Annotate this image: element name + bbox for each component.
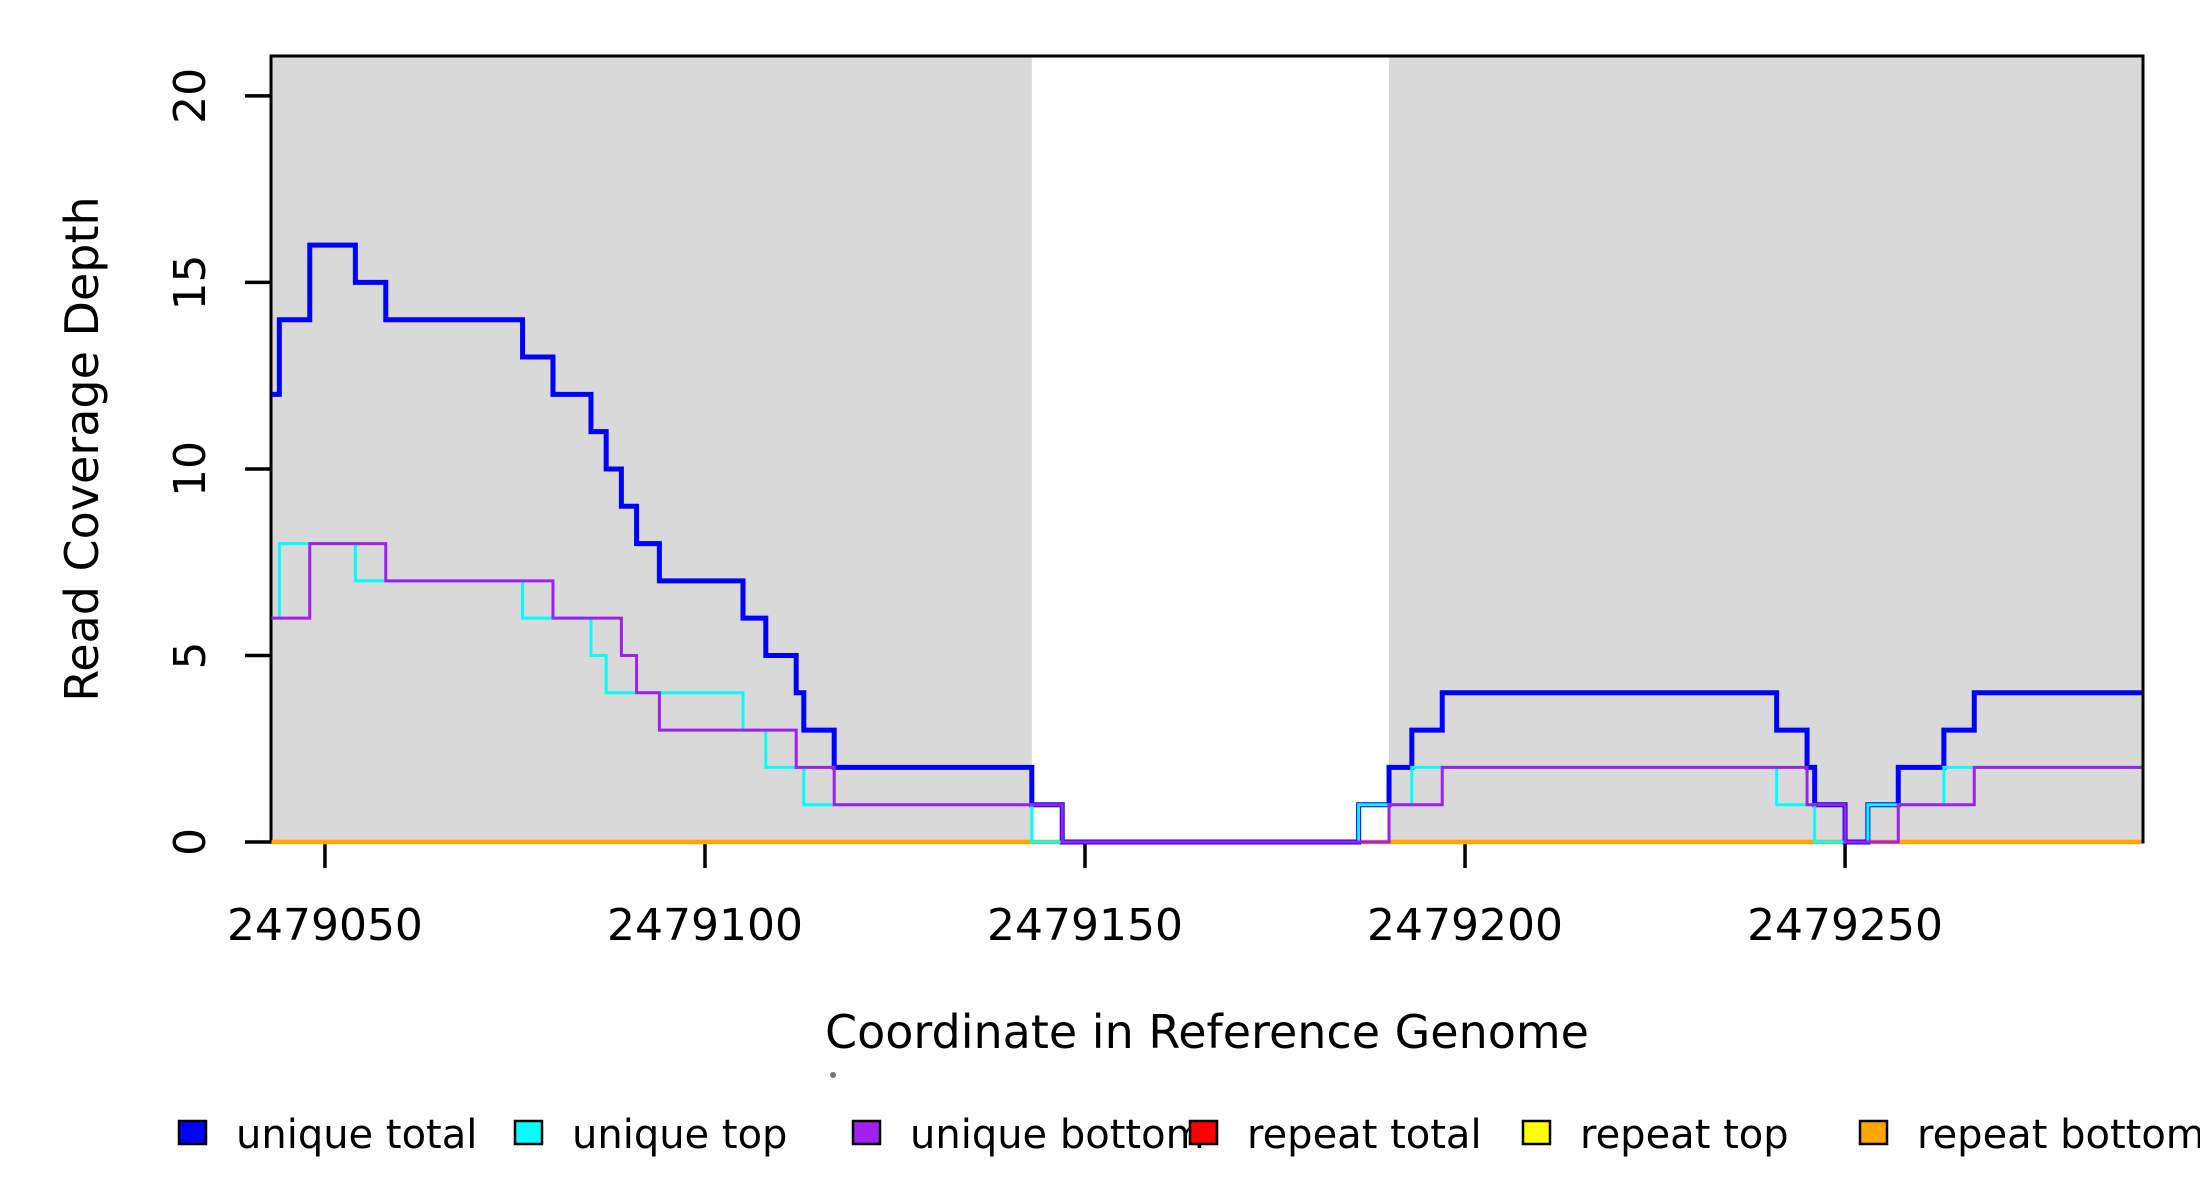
series-lines-group (271, 242, 2142, 845)
legend-group: unique total unique top unique bottom repea… (177, 1112, 2200, 1158)
y-tick-label: 20 (165, 68, 216, 124)
y-axis-title: Read Coverage Depth (55, 196, 109, 701)
legend-label-unique-total: unique total (236, 1112, 477, 1158)
legend-label-repeat-top: repeat top (1580, 1112, 1789, 1158)
x-tick-label: 2479050 (227, 900, 423, 951)
legend-label-repeat-bottom: repeat bottom (1917, 1112, 2200, 1158)
y-tick-label: 10 (165, 441, 216, 497)
x-tick-label: 2479100 (607, 900, 803, 951)
legend-swatch-repeat-top (1521, 1119, 1552, 1146)
legend-label-repeat-total: repeat total (1247, 1112, 1482, 1158)
y-tick-label: 5 (165, 641, 216, 669)
shaded-region (1389, 56, 2143, 842)
series-line-unique-bottom (271, 542, 2142, 844)
legend-swatch-unique-total (177, 1119, 208, 1146)
legend-swatch-repeat-bottom (1858, 1119, 1889, 1146)
x-tick-label: 2479150 (987, 900, 1183, 951)
x-tick-label: 2479200 (1367, 900, 1563, 951)
y-axis-group: 0 5 10 15 20 (165, 68, 271, 856)
legend-label-unique-top: unique top (572, 1112, 787, 1158)
series-line-unique-top (271, 542, 2142, 844)
y-tick-label: 0 (165, 828, 216, 856)
extra-marks-group (830, 1072, 836, 1078)
x-axis-title: Coordinate in Reference Genome (825, 1005, 1589, 1059)
y-tick-label: 15 (165, 254, 216, 310)
legend-label-unique-bottom: unique bottom (910, 1112, 1205, 1158)
legend-swatch-unique-top (513, 1119, 544, 1146)
legend-swatch-repeat-total (1188, 1119, 1219, 1146)
x-axis-group: 2479050 2479100 2479150 2479200 2479250 (227, 842, 1943, 951)
stray-dot (830, 1072, 836, 1078)
shaded-regions-group (271, 56, 2143, 842)
x-tick-label: 2479250 (1747, 900, 1943, 951)
shaded-region (271, 56, 1032, 842)
legend-swatch-unique-bottom (851, 1119, 882, 1146)
